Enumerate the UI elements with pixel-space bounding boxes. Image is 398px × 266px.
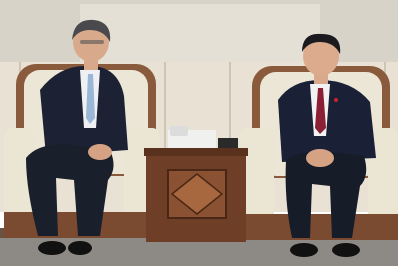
shoe — [290, 243, 318, 257]
chair-base — [240, 214, 398, 240]
shoe — [332, 243, 360, 257]
hands — [306, 149, 334, 167]
page: {} html, body { margin: 0; padding: 0; w… — [0, 0, 398, 266]
pin — [334, 98, 338, 102]
wall-panel — [80, 4, 320, 62]
telephone — [170, 126, 188, 136]
photo — [0, 0, 398, 266]
glasses — [80, 40, 104, 44]
table-top — [144, 148, 248, 156]
device — [218, 138, 238, 148]
shoe — [68, 241, 92, 255]
hands — [88, 144, 112, 160]
page-body — [0, 0, 398, 266]
shoe — [38, 241, 66, 255]
